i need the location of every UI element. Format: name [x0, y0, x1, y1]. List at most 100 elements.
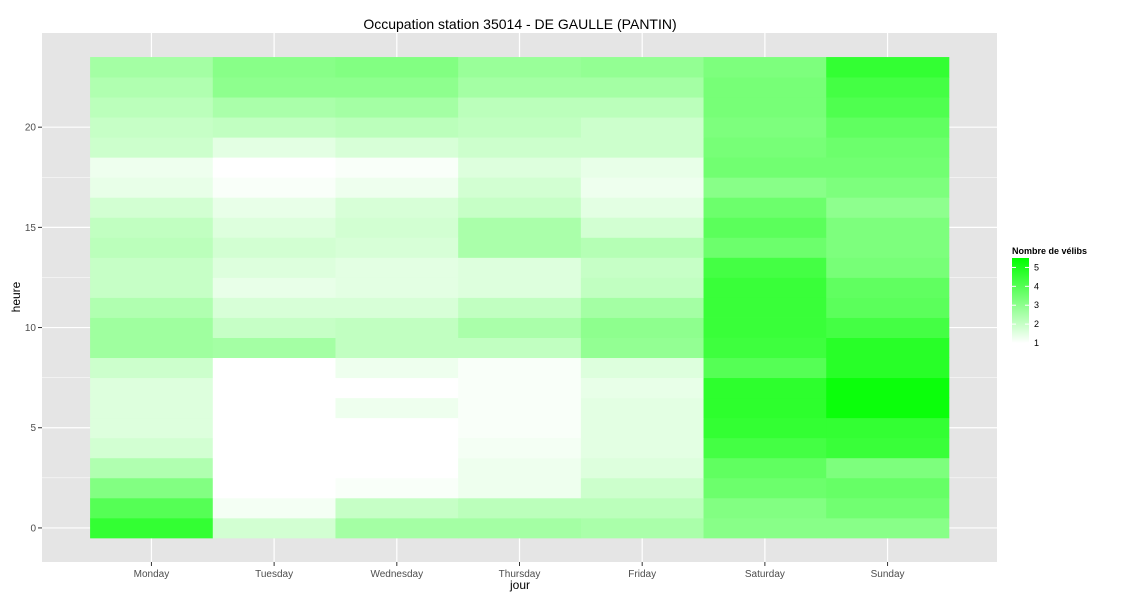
- y-axis-title: heure: [9, 281, 23, 312]
- heatmap-cell: [703, 457, 827, 479]
- heatmap-cell: [580, 397, 704, 419]
- heatmap-cell: [580, 137, 704, 158]
- heatmap-cell: [826, 237, 950, 258]
- heatmap-cell: [703, 197, 827, 218]
- heatmap-cell: [703, 517, 827, 539]
- heatmap-cell: [580, 357, 704, 379]
- heatmap-cell: [335, 477, 459, 499]
- heatmap-cell: [458, 457, 582, 479]
- heatmap-cell: [826, 297, 950, 318]
- heatmap-cell: [90, 117, 214, 138]
- heatmap-cell: [90, 517, 214, 539]
- heatmap-cell: [90, 197, 214, 218]
- heatmap-cell: [580, 257, 704, 278]
- heatmap-cell: [826, 377, 950, 399]
- heatmap-cell: [335, 137, 459, 158]
- heatmap-cell: [458, 417, 582, 439]
- heatmap-cell: [703, 117, 827, 138]
- heatmap-cell: [335, 457, 459, 479]
- heatmap-cells: [90, 57, 950, 539]
- x-tick-label: Wednesday: [370, 569, 423, 580]
- heatmap-cell: [212, 457, 336, 479]
- heatmap-cell: [90, 157, 214, 178]
- heatmap-cell: [458, 97, 582, 118]
- heatmap-cell: [335, 517, 459, 539]
- heatmap-cell: [458, 317, 582, 338]
- heatmap-cell: [458, 357, 582, 379]
- heatmap-cell: [703, 497, 827, 519]
- heatmap-cell: [90, 277, 214, 298]
- heatmap-cell: [703, 337, 827, 359]
- heatmap-cell: [826, 257, 950, 278]
- heatmap-cell: [212, 157, 336, 178]
- heatmap-cell: [458, 237, 582, 258]
- y-tick-label: 20: [25, 123, 37, 134]
- heatmap-cell: [90, 417, 214, 439]
- heatmap-cell: [580, 417, 704, 439]
- legend-colorbar: [1012, 258, 1029, 343]
- heatmap-cell: [703, 277, 827, 298]
- chart-title: Occupation station 35014 - DE GAULLE (PA…: [363, 16, 676, 32]
- heatmap-cell: [212, 197, 336, 218]
- heatmap-cell: [90, 437, 214, 459]
- heatmap-cell: [703, 237, 827, 258]
- heatmap-cell: [580, 57, 704, 78]
- x-tick-label: Thursday: [499, 569, 541, 580]
- legend-ticks: 1 2 3 4 5: [1012, 262, 1039, 348]
- heatmap-cell: [212, 117, 336, 138]
- heatmap-cell: [826, 417, 950, 439]
- heatmap-cell: [335, 157, 459, 178]
- legend-title: Nombre de vélibs: [1012, 246, 1087, 256]
- heatmap-cell: [212, 437, 336, 459]
- heatmap-cell: [212, 97, 336, 118]
- heatmap-cell: [580, 477, 704, 499]
- heatmap-cell: [703, 437, 827, 459]
- heatmap-cell: [703, 297, 827, 318]
- heatmap-cell: [826, 97, 950, 118]
- heatmap-cell: [703, 77, 827, 98]
- heatmap-cell: [212, 297, 336, 318]
- heatmap-cell: [212, 377, 336, 399]
- heatmap-cell: [580, 277, 704, 298]
- x-tick-label: Monday: [134, 569, 170, 580]
- heatmap-cell: [90, 397, 214, 419]
- heatmap-cell: [703, 177, 827, 198]
- heatmap-cell: [458, 57, 582, 78]
- heatmap-cell: [212, 77, 336, 98]
- heatmap-cell: [703, 417, 827, 439]
- x-tick-label: Saturday: [745, 569, 785, 580]
- heatmap-cell: [90, 357, 214, 379]
- heatmap-cell: [703, 397, 827, 419]
- heatmap-cell: [90, 57, 214, 78]
- heatmap-cell: [90, 257, 214, 278]
- heatmap-cell: [458, 197, 582, 218]
- heatmap-cell: [826, 497, 950, 519]
- heatmap-cell: [458, 477, 582, 499]
- heatmap-cell: [335, 417, 459, 439]
- heatmap-cell: [212, 477, 336, 499]
- heatmap-cell: [90, 217, 214, 238]
- heatmap-cell: [826, 177, 950, 198]
- heatmap-cell: [826, 357, 950, 379]
- heatmap-cell: [458, 337, 582, 359]
- legend-label: 3: [1034, 300, 1039, 310]
- heatmap-cell: [458, 297, 582, 318]
- heatmap-cell: [580, 517, 704, 539]
- heatmap-cell: [335, 117, 459, 138]
- heatmap-cell: [335, 377, 459, 399]
- heatmap-cell: [90, 77, 214, 98]
- heatmap-cell: [703, 157, 827, 178]
- heatmap-cell: [90, 237, 214, 258]
- heatmap-cell: [703, 317, 827, 338]
- heatmap-cell: [335, 397, 459, 419]
- heatmap-cell: [703, 477, 827, 499]
- y-tick-label: 5: [30, 423, 36, 434]
- heatmap-cell: [703, 357, 827, 379]
- heatmap-cell: [335, 257, 459, 278]
- heatmap-cell: [458, 157, 582, 178]
- heatmap-cell: [458, 497, 582, 519]
- heatmap-cell: [335, 197, 459, 218]
- heatmap-cell: [335, 57, 459, 78]
- heatmap-cell: [580, 437, 704, 459]
